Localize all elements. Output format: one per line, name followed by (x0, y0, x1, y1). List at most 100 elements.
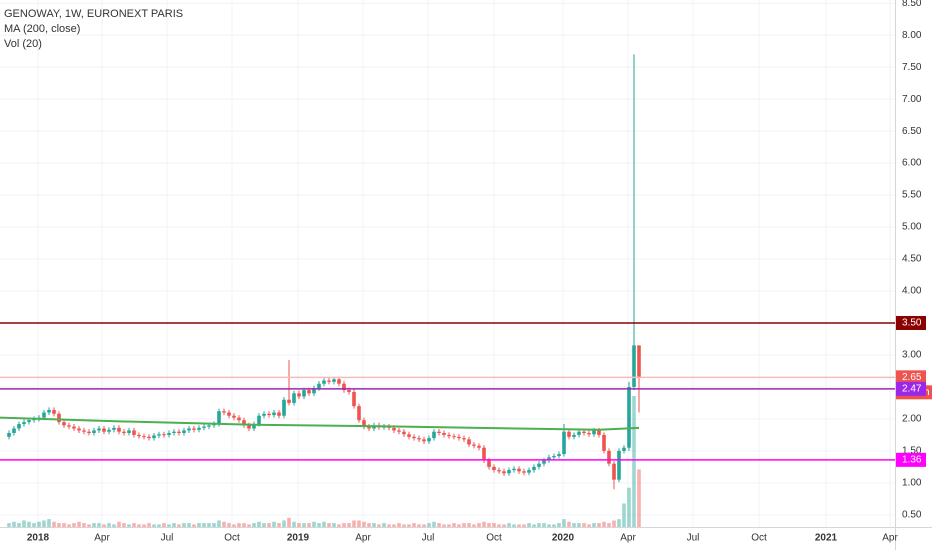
candle-body (462, 438, 466, 440)
candle-body (92, 430, 96, 433)
volume-bar (177, 524, 181, 527)
candle-body (492, 466, 496, 471)
volume-bar (592, 523, 596, 527)
candle-body (202, 426, 206, 428)
y-tick-label: 0.50 (902, 509, 922, 520)
y-tick-label: 4.00 (902, 286, 922, 297)
volume-bar (327, 523, 331, 527)
candle-body (512, 468, 516, 471)
volume-bar (252, 523, 256, 527)
candle-body (432, 431, 436, 439)
candle-body (622, 447, 626, 451)
volume-bar (302, 523, 306, 527)
candle-body (587, 432, 591, 435)
y-tick-label: 4.50 (902, 254, 922, 265)
volume-bar (352, 520, 356, 527)
volume-bar (317, 523, 321, 527)
volume-bar (367, 523, 371, 527)
volume-bar (507, 523, 511, 527)
volume-bar (487, 523, 491, 527)
candle-body (127, 430, 131, 433)
volume-bar (437, 523, 441, 527)
volume-bar (47, 519, 51, 527)
candle-body (367, 426, 371, 429)
candle-body (592, 430, 596, 435)
price-label-bg (896, 452, 926, 467)
volume-bar (547, 524, 551, 527)
volume-bar (442, 524, 446, 527)
volume-bar (222, 521, 226, 527)
y-tick-label: 5.00 (902, 222, 922, 233)
chart-title: GENOWAY, 1W, EURONEXT PARIS (4, 8, 183, 20)
candle-body (612, 463, 616, 480)
volume-bar (87, 524, 91, 527)
candle-body (357, 406, 361, 421)
volume-bar (537, 523, 541, 527)
candle-body (557, 454, 561, 457)
y-tick-label: 2.00 (902, 414, 922, 425)
candle-body (537, 463, 541, 467)
candle-body (247, 425, 251, 429)
candle-body (192, 428, 196, 430)
volume-bar (637, 469, 641, 527)
candle-body (402, 431, 406, 435)
price-label: 2.65 (902, 372, 922, 383)
volume-bar (397, 523, 401, 527)
candle-body (482, 447, 486, 461)
volume-bar (287, 517, 291, 527)
volume-bar (597, 523, 601, 527)
candle-body (242, 420, 246, 426)
volume-bar (57, 523, 61, 527)
candle-body (412, 436, 416, 439)
volume-bar (472, 524, 476, 527)
candle-body (267, 413, 271, 416)
candle-body (407, 434, 411, 437)
volume-bar (497, 524, 501, 527)
candle-body (422, 439, 426, 442)
candle-body (602, 434, 606, 451)
candle-body (52, 409, 56, 414)
candle-body (552, 456, 556, 458)
candle-body (297, 393, 301, 397)
candle-body (427, 438, 431, 442)
candle-body (47, 409, 51, 413)
candle-body (562, 431, 566, 455)
candle-body (332, 379, 336, 382)
volume-bar (342, 523, 346, 527)
volume-bar (247, 524, 251, 527)
candle-body (392, 427, 396, 431)
volume-bar (377, 524, 381, 527)
candle-body (237, 417, 241, 421)
volume-bar (17, 523, 21, 527)
candle-body (117, 427, 121, 432)
volume-bar (452, 523, 456, 527)
candle-body (67, 425, 71, 427)
candle-body (582, 431, 586, 433)
volume-bar (137, 524, 141, 527)
volume-bar (282, 520, 286, 527)
y-tick-label: 1.50 (902, 446, 922, 457)
volume-bar (262, 523, 266, 527)
volume-bar (37, 521, 41, 527)
volume-bar (12, 521, 16, 527)
x-tick-label: Oct (224, 533, 240, 544)
volume-bar (477, 523, 481, 527)
x-tick-label: Apr (882, 533, 898, 544)
candle-body (517, 468, 521, 472)
volume-bar (202, 523, 206, 527)
grid (0, 0, 895, 527)
volume-bar (492, 523, 496, 527)
candle-body (337, 379, 341, 384)
volume-bar (227, 523, 231, 527)
x-tick-label: 2020 (552, 533, 575, 544)
candle-body (292, 393, 296, 403)
volume-bar (197, 523, 201, 527)
candle-body (42, 412, 46, 418)
candle-body (197, 427, 201, 430)
volume-bar (182, 523, 186, 527)
candle-body (7, 432, 11, 437)
candle-body (222, 411, 226, 413)
volume-bar (392, 524, 396, 527)
volume-bar (347, 523, 351, 527)
